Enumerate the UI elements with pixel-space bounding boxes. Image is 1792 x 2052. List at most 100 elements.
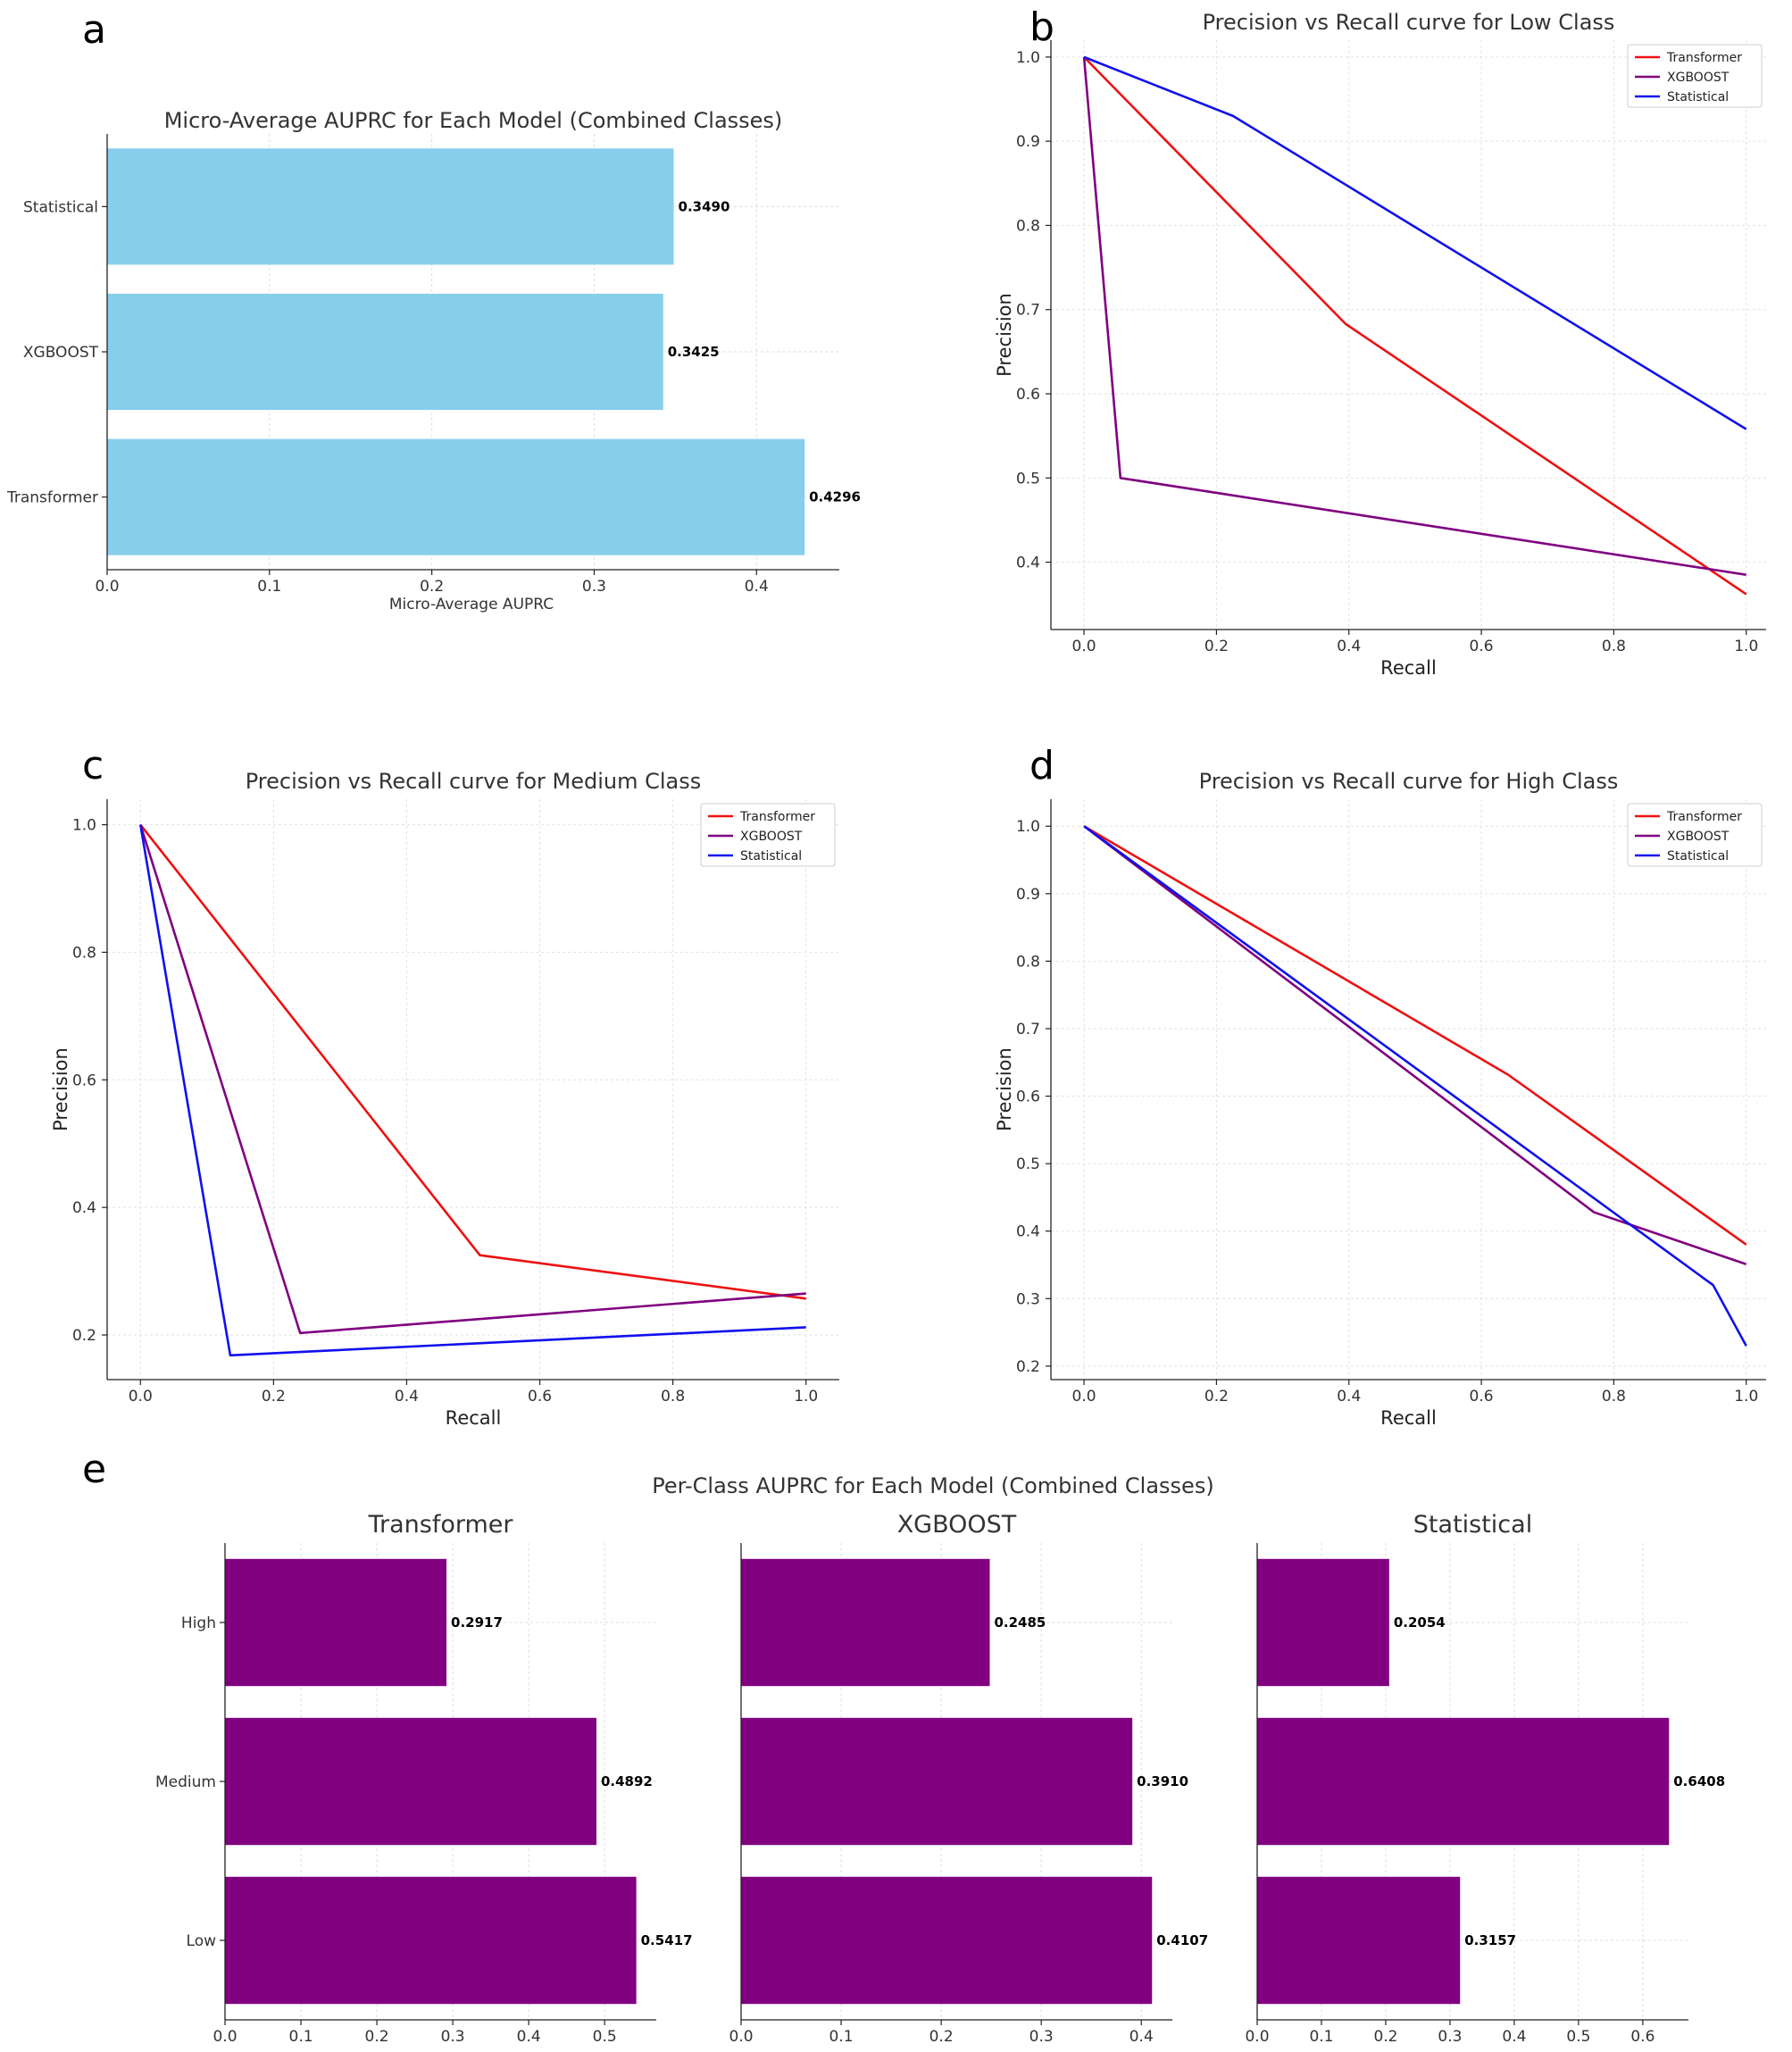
- y-tick-label: 0.3: [1016, 1290, 1040, 1308]
- y-tick-label: 0.8: [1016, 217, 1040, 235]
- x-tick-label: 0.4: [1337, 1388, 1361, 1406]
- x-tick-label: 0.4: [517, 2028, 541, 2046]
- panel-label-e: e: [82, 1447, 106, 1492]
- y-category-label: Medium: [155, 1773, 216, 1791]
- x-tick-label: 0.2: [262, 1388, 286, 1406]
- legend-label-statistical: Statistical: [740, 849, 802, 863]
- bar-value-label: 0.3490: [679, 198, 730, 214]
- bar: [741, 1876, 1153, 2005]
- bar: [225, 1558, 447, 1687]
- bar: [1257, 1717, 1670, 1846]
- series-line-statistical: [1083, 825, 1747, 1347]
- bar: [107, 438, 805, 555]
- bar: [107, 293, 663, 411]
- y-tick-label: 0.2: [1016, 1358, 1040, 1376]
- x-tick-label: 0.2: [1373, 2028, 1397, 2046]
- subplot-title-transformer: Transformer: [367, 1511, 513, 1539]
- bar: [1257, 1558, 1389, 1687]
- x-tick-label: 0.0: [129, 1388, 153, 1406]
- y-tick-label: 0.7: [1016, 1021, 1040, 1039]
- x-tick-label: 1.0: [794, 1388, 818, 1406]
- legend-label-xgboost: XGBOOST: [1667, 71, 1729, 85]
- y-tick-label: 0.7: [1016, 302, 1040, 320]
- bar: [107, 148, 674, 265]
- series-line-xgboost: [1083, 825, 1747, 1265]
- x-tick-label: 0.6: [1470, 638, 1494, 655]
- y-category-label: Low: [187, 1932, 217, 1950]
- series-line-transformer: [139, 823, 806, 1300]
- x-tick-label: 0.8: [1602, 1388, 1626, 1406]
- bar: [1257, 1876, 1461, 2005]
- chart-title: Precision vs Recall curve for Medium Cla…: [246, 769, 702, 794]
- y-tick-label: 0.9: [1016, 133, 1040, 151]
- bar-value-label: 0.3910: [1137, 1773, 1188, 1789]
- legend-box: [1627, 803, 1763, 867]
- series-line-xgboost: [139, 824, 806, 1335]
- x-tick-label: 0.2: [420, 578, 444, 596]
- bar-value-label: 0.2054: [1394, 1614, 1446, 1631]
- bar-value-label: 0.4892: [601, 1773, 653, 1789]
- subplot-title-xgboost: XGBOOST: [897, 1511, 1017, 1539]
- legend-label-transformer: Transformer: [739, 810, 815, 824]
- y-tick-label: 0.8: [72, 944, 96, 962]
- x-tick-label: 0.4: [1502, 2028, 1526, 2046]
- x-tick-label: 0.6: [528, 1388, 552, 1406]
- x-tick-label: 0.1: [1309, 2028, 1333, 2046]
- bar-value-label: 0.3157: [1464, 1932, 1516, 1948]
- x-tick-label: 0.0: [1245, 2028, 1269, 2046]
- y-tick-label: 0.6: [1016, 1089, 1040, 1106]
- x-tick-label: 0.0: [213, 2028, 237, 2046]
- x-tick-label: 0.3: [1029, 2028, 1054, 2046]
- legend-label-xgboost: XGBOOST: [1667, 830, 1729, 844]
- x-tick-label: 0.1: [257, 578, 281, 596]
- bar-value-label: 0.3425: [668, 344, 720, 360]
- x-tick-label: 0.2: [365, 2028, 389, 2046]
- panel-label-b: b: [1029, 4, 1054, 50]
- y-category-label: Statistical: [23, 198, 98, 216]
- bar: [225, 1876, 637, 2005]
- legend-box: [700, 803, 836, 867]
- chart-title: Precision vs Recall curve for Low Class: [1203, 10, 1615, 35]
- panel-d-line-chart: Precision vs Recall curve for High Class…: [994, 769, 1766, 1429]
- legend: Transformer XGBOOST Statistical: [1627, 803, 1763, 867]
- y-axis-label: Precision: [50, 1047, 71, 1131]
- y-tick-label: 0.5: [1016, 470, 1040, 488]
- y-tick-label: 0.8: [1016, 953, 1040, 971]
- legend-label-transformer: Transformer: [1666, 810, 1742, 824]
- series-line-statistical: [1083, 55, 1747, 430]
- series-line-transformer: [1083, 55, 1747, 596]
- x-tick-label: 0.0: [1072, 1388, 1096, 1406]
- x-tick-label: 0.4: [395, 1388, 419, 1406]
- legend-label-statistical: Statistical: [1667, 849, 1729, 863]
- panel-c-line-chart: Precision vs Recall curve for Medium Cla…: [50, 769, 839, 1429]
- x-tick-label: 0.8: [661, 1388, 685, 1406]
- x-tick-label: 0.2: [1204, 638, 1229, 655]
- panel-e-subplot-statistical: 0.2054 0.6408 0.3157 0.0 0.1 0.2 0.3 0.4 0.5 0.6: [1245, 1543, 1725, 2046]
- y-tick-label: 0.4: [1016, 1223, 1040, 1241]
- x-tick-label: 0.6: [1470, 1388, 1494, 1406]
- x-tick-label: 0.6: [1630, 2028, 1654, 2046]
- bar-value-label: 0.4296: [809, 489, 861, 505]
- series-line-transformer: [1083, 825, 1747, 1246]
- x-tick-label: 1.0: [1734, 638, 1758, 655]
- x-tick-label: 0.5: [593, 2028, 617, 2046]
- bar-value-label: 0.4107: [1156, 1932, 1208, 1948]
- x-tick-label: 0.3: [1438, 2028, 1462, 2046]
- x-tick-label: 0.4: [1129, 2028, 1154, 2046]
- legend-box: [1627, 44, 1763, 108]
- y-tick-label: 0.9: [1016, 886, 1040, 904]
- y-tick-label: 0.5: [1016, 1155, 1040, 1173]
- chart-title-e: Per-Class AUPRC for Each Model (Combined…: [652, 1473, 1213, 1498]
- x-tick-label: 0.0: [729, 2028, 753, 2046]
- panel-e-subplot-transformer: 0.2917 0.4892 0.5417 0.0 0.1 0.2 0.3 0.4 0.5 High…: [155, 1543, 693, 2046]
- legend-label-statistical: Statistical: [1667, 90, 1729, 104]
- legend: Transformer XGBOOST Statistical: [700, 803, 836, 867]
- panel-b-line-chart: Precision vs Recall curve for Low Class 0…: [994, 10, 1766, 679]
- x-tick-label: 0.4: [1337, 638, 1361, 655]
- x-tick-label: 0.0: [95, 578, 119, 596]
- y-tick-label: 0.4: [72, 1199, 96, 1217]
- chart-title-a: Micro-Average AUPRC for Each Model (Comb…: [164, 108, 783, 133]
- bar: [225, 1717, 596, 1846]
- y-axis-label: Precision: [994, 1047, 1015, 1131]
- y-category-label: High: [181, 1614, 216, 1632]
